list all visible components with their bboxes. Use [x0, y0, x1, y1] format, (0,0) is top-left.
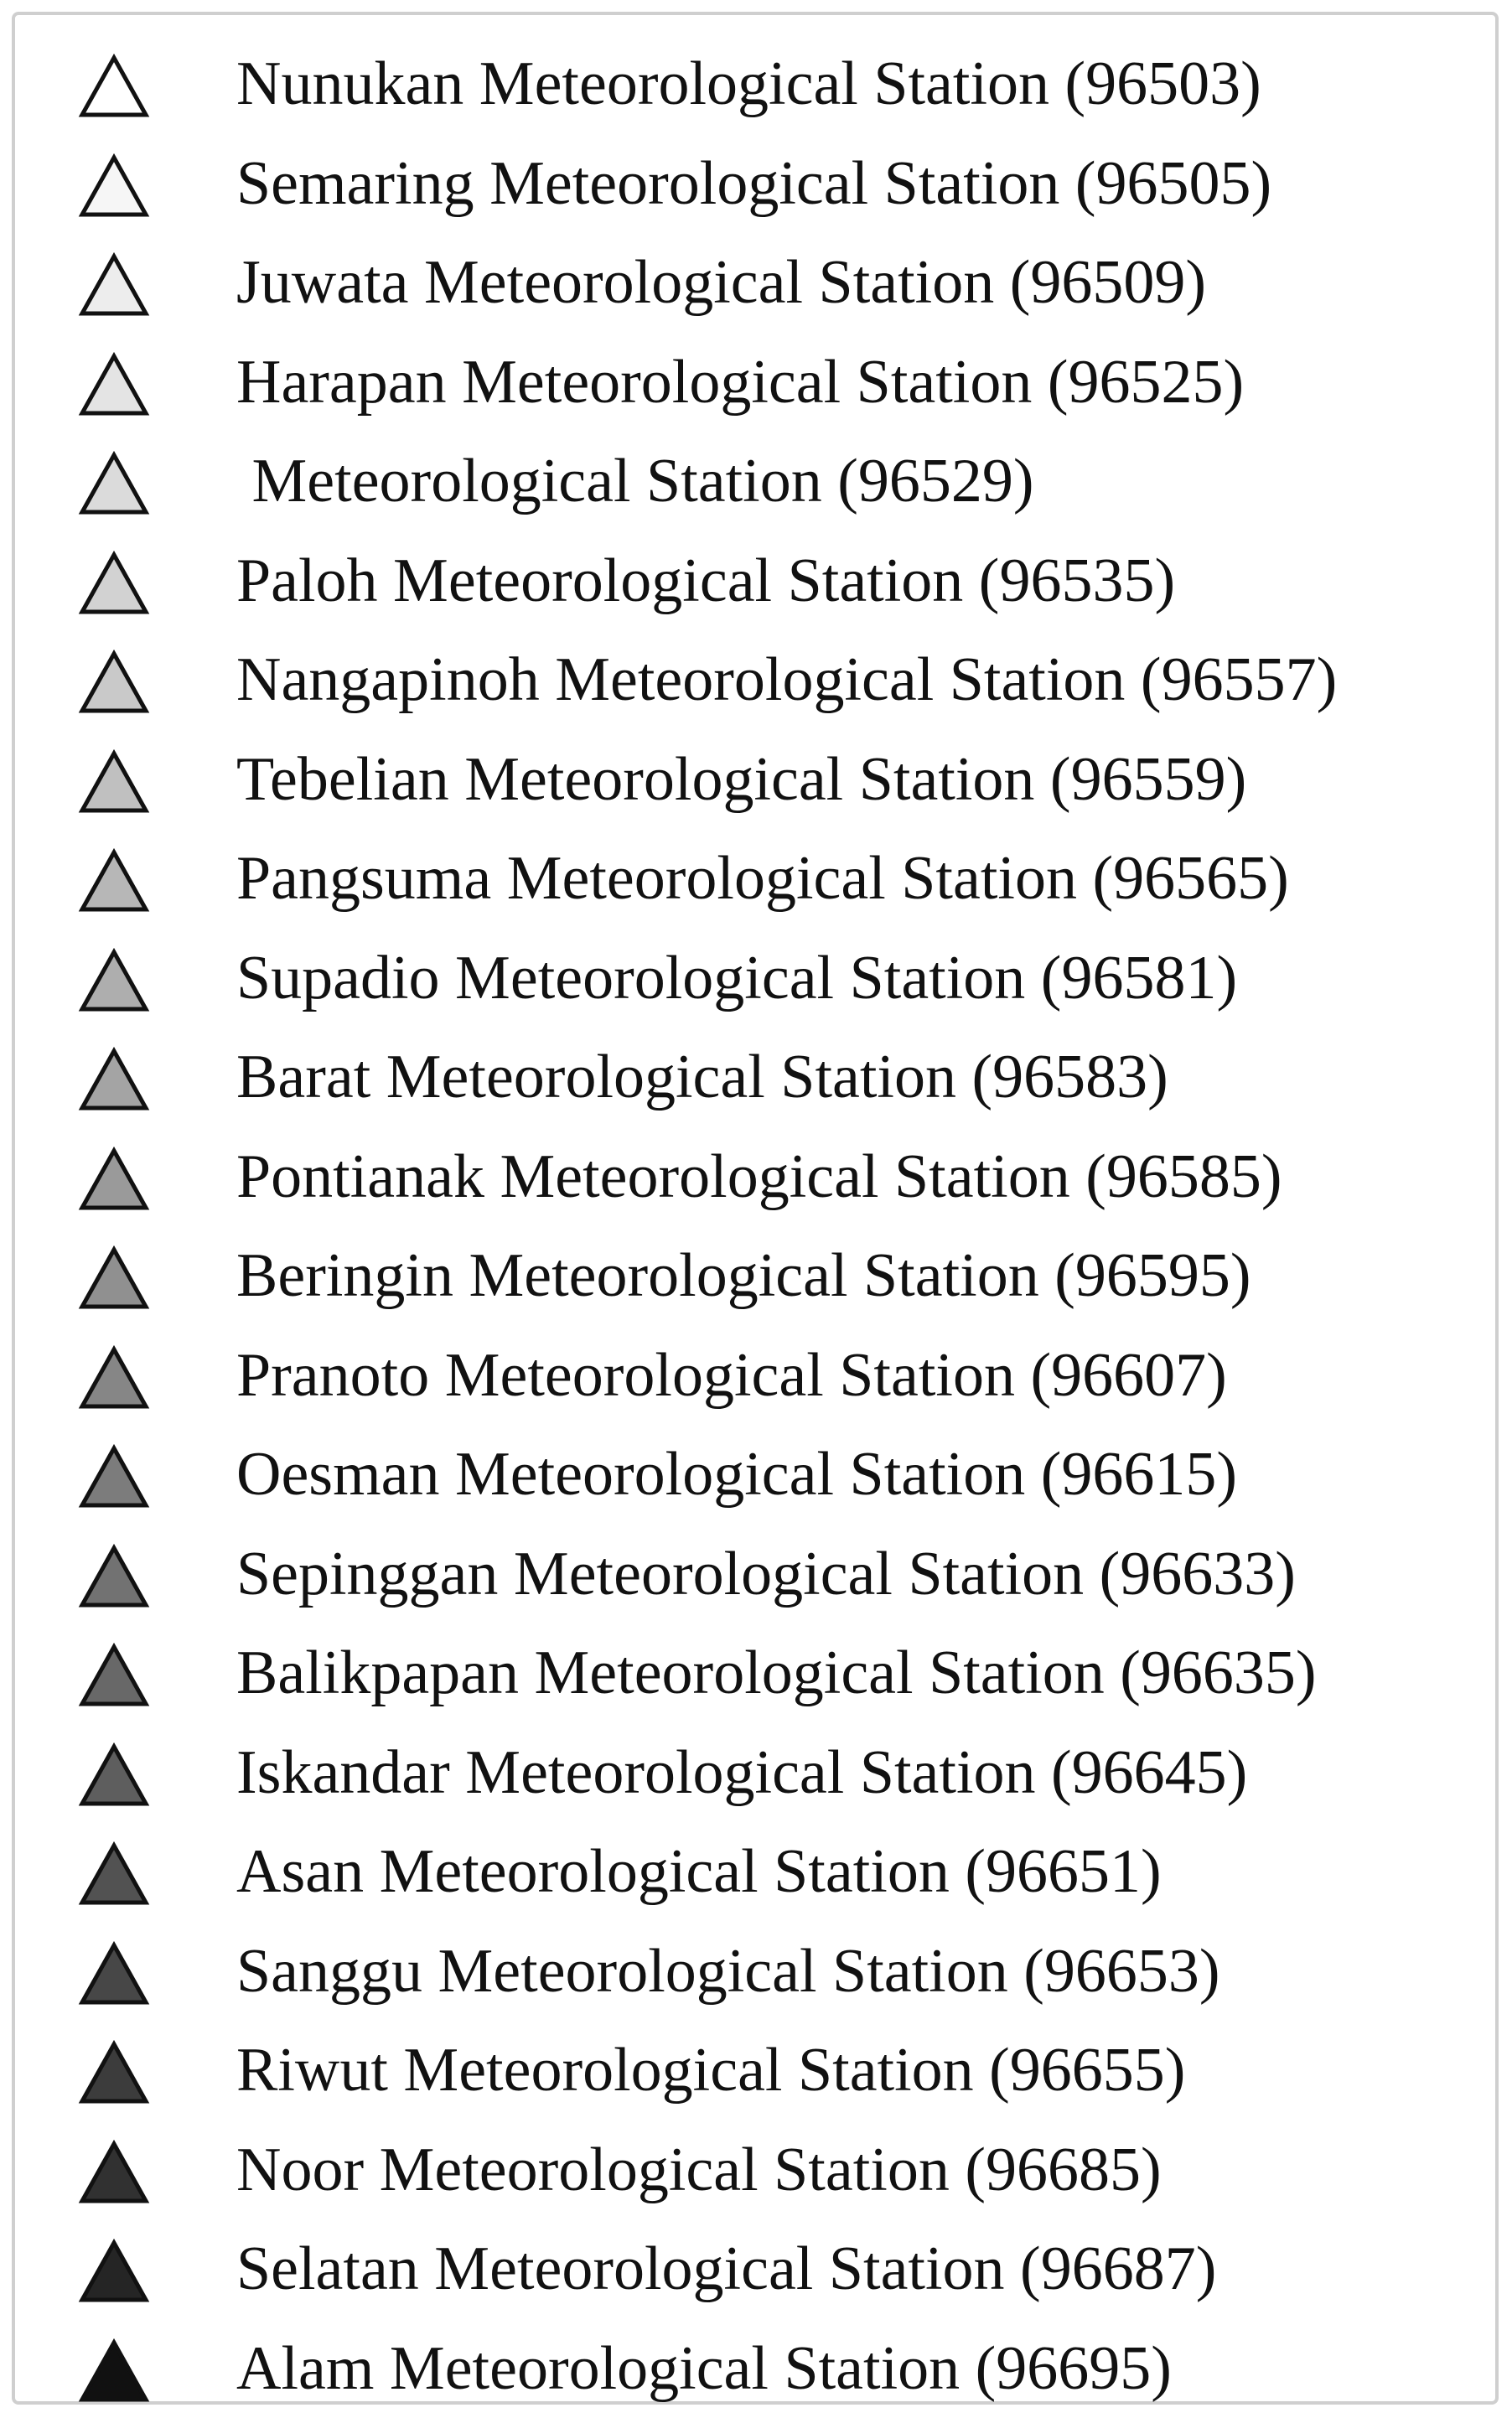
legend-item: Riwut Meteorological Station (96655) — [15, 2021, 1495, 2120]
triangle-icon — [78, 649, 150, 713]
legend-item-label: Pangsuma Meteorological Station (96565) — [236, 844, 1289, 913]
legend-item-label: Paloh Meteorological Station (96535) — [236, 546, 1176, 615]
triangle-icon — [78, 1146, 150, 1209]
triangle-marker — [78, 1245, 150, 1309]
triangle-icon — [78, 1841, 150, 1905]
triangle-icon — [78, 748, 150, 812]
legend-item: Meteorological Station (96529) — [15, 432, 1495, 531]
legend-item: Semaring Meteorological Station (96505) — [15, 134, 1495, 234]
legend-item: Alam Meteorological Station (96695) — [15, 2319, 1495, 2418]
triangle-icon — [78, 1642, 150, 1706]
triangle-icon — [78, 2039, 150, 2104]
triangle-marker — [78, 1046, 150, 1111]
legend-item: Oesman Meteorological Station (96615) — [15, 1425, 1495, 1525]
triangle-marker — [78, 847, 150, 912]
triangle-icon — [78, 153, 150, 216]
legend-item-label: Alam Meteorological Station (96695) — [236, 2333, 1172, 2403]
legend-item: Juwata Meteorological Station (96509) — [15, 233, 1495, 333]
triangle-icon — [78, 251, 150, 316]
legend-item-label: Meteorological Station (96529) — [236, 447, 1034, 515]
triangle-icon — [78, 2338, 150, 2401]
triangle-marker — [78, 2039, 150, 2104]
triangle-marker — [78, 2338, 150, 2401]
legend-item-label: Selatan Meteorological Station (96687) — [236, 2234, 1217, 2303]
triangle-icon — [78, 1940, 150, 2004]
triangle-marker — [78, 53, 150, 117]
triangle-marker — [78, 1940, 150, 2004]
triangle-marker — [78, 1543, 150, 1607]
legend-item-label: Riwut Meteorological Station (96655) — [236, 2036, 1186, 2105]
legend-item: Pontianak Meteorological Station (96585) — [15, 1127, 1495, 1227]
triangle-marker — [78, 1742, 150, 1805]
legend-item: Nangapinoh Meteorological Station (96557… — [15, 630, 1495, 730]
legend-item-label: Sanggu Meteorological Station (96653) — [236, 1936, 1220, 2006]
triangle-marker — [78, 351, 150, 415]
triangle-icon — [78, 1742, 150, 1805]
triangle-icon — [78, 1245, 150, 1309]
legend-item-label: Balikpapan Meteorological Station (96635… — [236, 1639, 1317, 1707]
legend-item-label: Harapan Meteorological Station (96525) — [236, 347, 1245, 417]
legend-item: Supadio Meteorological Station (96581) — [15, 929, 1495, 1028]
legend-list: Nunukan Meteorological Station (96503) Se… — [15, 34, 1495, 2418]
triangle-marker — [78, 748, 150, 812]
legend-item-label: Oesman Meteorological Station (96615) — [236, 1440, 1238, 1509]
legend-item: Harapan Meteorological Station (96525) — [15, 333, 1495, 432]
legend-item-label: Asan Meteorological Station (96651) — [236, 1837, 1162, 1906]
legend-item: Pangsuma Meteorological Station (96565) — [15, 829, 1495, 929]
legend-item: Beringin Meteorological Station (96595) — [15, 1226, 1495, 1326]
triangle-icon — [78, 1046, 150, 1111]
triangle-icon — [78, 550, 150, 614]
legend-item-label: Tebelian Meteorological Station (96559) — [236, 744, 1247, 814]
triangle-icon — [78, 450, 150, 515]
legend-item-label: Noor Meteorological Station (96685) — [236, 2135, 1162, 2204]
legend-item-label: Pranoto Meteorological Station (96607) — [236, 1340, 1227, 1410]
triangle-icon — [78, 53, 150, 117]
legend-item-label: Juwata Meteorological Station (96509) — [236, 248, 1207, 317]
triangle-marker — [78, 947, 150, 1011]
legend-item: Asan Meteorological Station (96651) — [15, 1822, 1495, 1922]
triangle-marker — [78, 1443, 150, 1508]
triangle-icon — [78, 847, 150, 912]
triangle-marker — [78, 550, 150, 614]
legend-item-label: Semaring Meteorological Station (96505) — [236, 148, 1272, 218]
legend-item: Paloh Meteorological Station (96535) — [15, 531, 1495, 631]
legend-box: Nunukan Meteorological Station (96503) Se… — [12, 12, 1499, 2405]
triangle-marker — [78, 649, 150, 713]
triangle-icon — [78, 1543, 150, 1607]
legend-item: Tebelian Meteorological Station (96559) — [15, 730, 1495, 830]
legend-item: Selatan Meteorological Station (96687) — [15, 2219, 1495, 2319]
triangle-icon — [78, 2139, 150, 2203]
legend-item: Nunukan Meteorological Station (96503) — [15, 34, 1495, 134]
legend-item-label: Sepinggan Meteorological Station (96633) — [236, 1539, 1296, 1608]
legend-item: Sanggu Meteorological Station (96653) — [15, 1922, 1495, 2022]
triangle-icon — [78, 2238, 150, 2302]
legend-item: Iskandar Meteorological Station (96645) — [15, 1723, 1495, 1823]
triangle-marker — [78, 1642, 150, 1706]
legend-item: Pranoto Meteorological Station (96607) — [15, 1326, 1495, 1426]
triangle-marker — [78, 2139, 150, 2203]
legend-item-label: Pontianak Meteorological Station (96585) — [236, 1142, 1282, 1211]
triangle-icon — [78, 1443, 150, 1508]
legend-item-label: Nangapinoh Meteorological Station (96557… — [236, 645, 1338, 714]
legend-item: Barat Meteorological Station (96583) — [15, 1028, 1495, 1127]
legend-item-label: Iskandar Meteorological Station (96645) — [236, 1737, 1248, 1807]
legend-item: Balikpapan Meteorological Station (96635… — [15, 1623, 1495, 1723]
legend-item-label: Barat Meteorological Station (96583) — [236, 1043, 1168, 1111]
triangle-icon — [78, 1344, 150, 1408]
triangle-marker — [78, 251, 150, 316]
legend-item-label: Supadio Meteorological Station (96581) — [236, 943, 1238, 1012]
triangle-marker — [78, 450, 150, 515]
legend-item: Sepinggan Meteorological Station (96633) — [15, 1525, 1495, 1624]
triangle-marker — [78, 1841, 150, 1905]
triangle-marker — [78, 1344, 150, 1408]
legend-item-label: Nunukan Meteorological Station (96503) — [236, 49, 1261, 118]
legend-item: Noor Meteorological Station (96685) — [15, 2120, 1495, 2220]
triangle-marker — [78, 153, 150, 216]
triangle-icon — [78, 351, 150, 415]
triangle-icon — [78, 947, 150, 1011]
triangle-marker — [78, 1146, 150, 1209]
triangle-marker — [78, 2238, 150, 2302]
legend-item-label: Beringin Meteorological Station (96595) — [236, 1241, 1251, 1310]
